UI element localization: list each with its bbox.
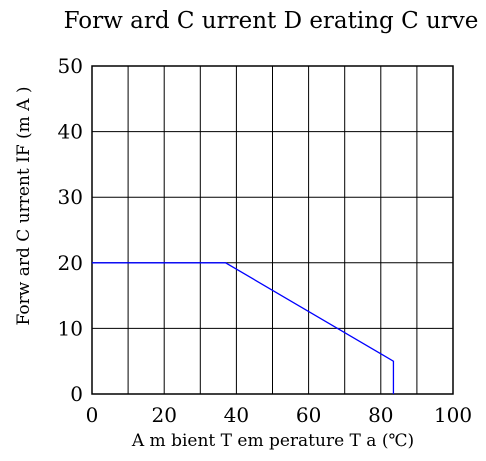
x-tick-labels: 0 20 40 60 80 100: [86, 403, 472, 427]
x-tick-label: 40: [224, 403, 249, 427]
x-tick-label: 0: [86, 403, 99, 427]
x-axis-label: A m bient T em perature T a (℃): [131, 431, 414, 451]
chart-title: Forw ard C urrent D erating C urve: [64, 8, 479, 34]
y-tick-labels: 0 10 20 30 40 50: [58, 54, 83, 406]
y-tick-label: 0: [70, 382, 83, 406]
y-tick-label: 30: [58, 185, 83, 209]
x-tick-label: 100: [434, 403, 472, 427]
x-tick-label: 20: [151, 403, 176, 427]
y-tick-label: 10: [58, 316, 83, 340]
y-tick-label: 20: [58, 251, 83, 275]
x-tick-label: 60: [296, 403, 321, 427]
y-axis-label: Forw ard C urrent IF (m A ): [14, 87, 34, 326]
y-tick-label: 40: [58, 120, 83, 144]
grid-layer: [91, 65, 454, 395]
plot-frame: [91, 65, 454, 395]
series-line: [92, 262, 395, 394]
series-layer: [92, 262, 395, 394]
y-tick-label: 50: [58, 54, 83, 78]
x-tick-label: 80: [368, 403, 393, 427]
